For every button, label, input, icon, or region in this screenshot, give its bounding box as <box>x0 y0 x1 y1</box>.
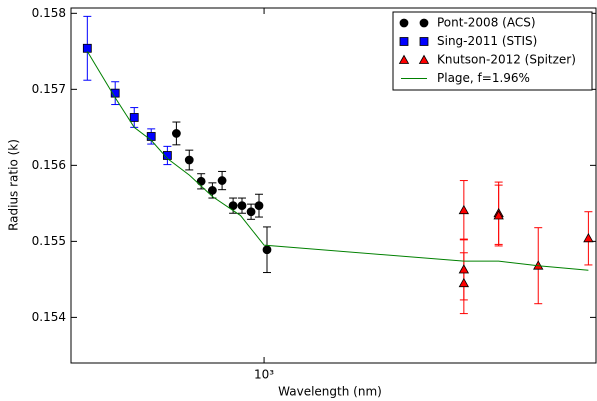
point <box>418 54 430 64</box>
x-tick-label: 10³ <box>254 368 274 382</box>
y-axis-label: Radius ratio (k) <box>7 139 21 231</box>
point <box>129 113 139 122</box>
legend-label: Knutson-2012 (Spitzer) <box>437 53 576 67</box>
point <box>196 176 206 186</box>
point <box>399 37 409 46</box>
point <box>458 264 470 274</box>
y-tick-label: 0.158 <box>32 6 66 20</box>
y-tick-label: 0.156 <box>32 158 66 172</box>
point <box>146 132 156 141</box>
point <box>237 201 247 211</box>
x-axis-label: Wavelength (nm) <box>278 385 382 399</box>
point <box>398 54 410 64</box>
model-line <box>86 51 589 271</box>
point <box>82 43 92 53</box>
point <box>171 129 181 138</box>
point <box>217 176 227 185</box>
point <box>419 37 429 46</box>
point <box>583 233 594 243</box>
legend-label: Sing-2011 (STIS) <box>437 34 537 48</box>
legend-label: Plage, f=1.96% <box>437 71 530 85</box>
point <box>419 18 429 28</box>
point <box>228 201 238 211</box>
point <box>254 201 264 211</box>
y-tick-label: 0.155 <box>32 234 66 248</box>
legend-label: Pont-2008 (ACS) <box>437 16 536 30</box>
point <box>458 277 470 288</box>
plot-frame <box>70 7 597 364</box>
point <box>246 207 256 217</box>
point <box>162 151 172 160</box>
point <box>184 155 194 165</box>
y-tick-label: 0.157 <box>32 82 66 96</box>
point <box>399 18 409 28</box>
point <box>458 204 470 215</box>
point <box>493 210 504 220</box>
point <box>207 186 217 195</box>
point <box>262 245 272 255</box>
y-tick-label: 0.154 <box>32 310 66 324</box>
